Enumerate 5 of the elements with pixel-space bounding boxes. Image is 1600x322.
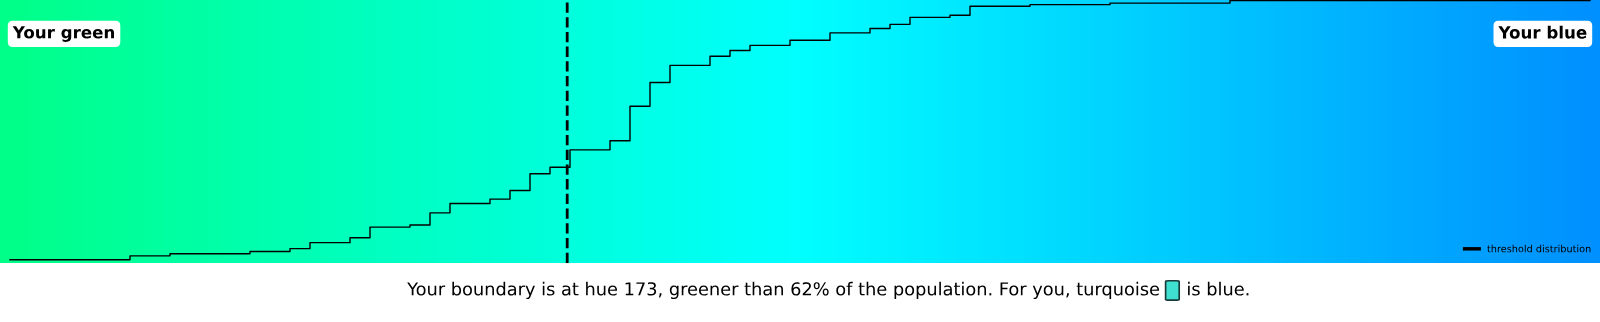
legend-label: threshold distribution (1487, 244, 1591, 253)
text: is blue. (1188, 281, 1249, 296)
text: Your boundary is at hue 173, greener than 62% of the population. For you, turquoise (407, 281, 1160, 300)
annotation: Your green (12, 26, 114, 42)
annotation: Your blue (1498, 25, 1587, 39)
